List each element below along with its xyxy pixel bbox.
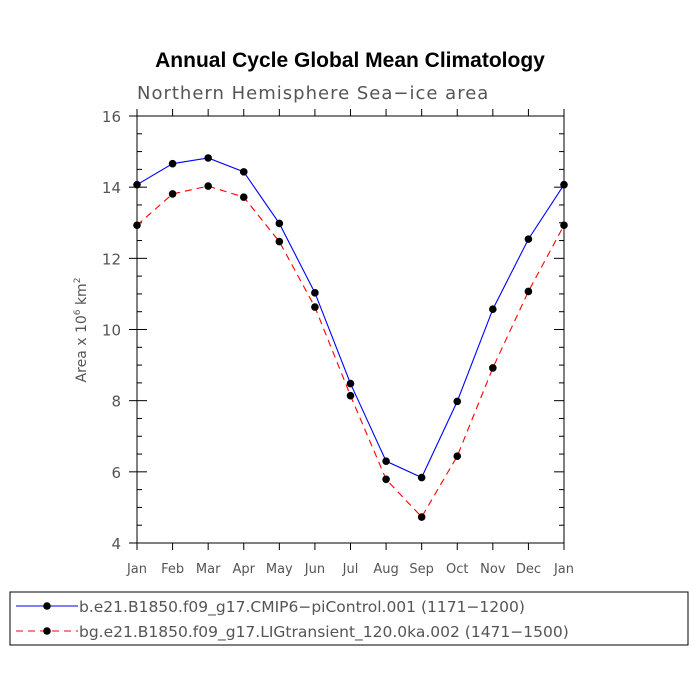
series-2-point xyxy=(453,452,462,460)
chart-title: Annual Cycle Global Mean Climatology xyxy=(155,49,545,72)
chart-subtitle: Northern Hemisphere Sea−ice area xyxy=(137,83,489,104)
series-2-point xyxy=(204,182,212,190)
x-tick-label: May xyxy=(266,562,293,577)
series-1-point xyxy=(489,305,497,314)
y-axis-label-unit-exp: 2 xyxy=(73,278,83,284)
y-tick-label: 12 xyxy=(102,250,121,268)
series-line-1 xyxy=(136,157,565,479)
series-line-2 xyxy=(136,185,565,518)
series-1-point xyxy=(275,219,284,228)
y-tick-label: 10 xyxy=(102,322,121,340)
plot-area xyxy=(136,115,565,544)
y-tick-label: 16 xyxy=(102,108,121,126)
y-axis-label-exp: 6 xyxy=(73,309,83,315)
x-tick-label: Jan xyxy=(553,562,574,577)
plot-frame xyxy=(136,115,565,544)
series-1-point xyxy=(311,289,319,297)
series-2-point xyxy=(133,221,141,230)
series-2-point xyxy=(560,221,568,230)
series-1-point xyxy=(382,457,390,465)
y-axis-label-prefix: Area x 10 xyxy=(74,315,90,382)
x-tick-label: Sep xyxy=(409,562,434,577)
series-1-point xyxy=(239,168,248,176)
y-tick-label: 6 xyxy=(111,464,121,482)
x-tick-label: Mar xyxy=(196,562,221,577)
x-tick-label: Jul xyxy=(342,562,359,577)
legend-marker-2 xyxy=(43,627,51,635)
series-1-point xyxy=(346,379,355,388)
legend-marker-1 xyxy=(43,602,51,610)
series-1-point xyxy=(133,180,141,189)
x-tick-label: Feb xyxy=(161,562,184,577)
series-2-point xyxy=(311,303,319,311)
series-1-point xyxy=(417,473,426,482)
series-2-point xyxy=(346,391,355,400)
x-tick-label: Dec xyxy=(516,562,541,577)
axis-ticks: 4 6 8 10 12 14 16 Jan Feb Mar Apr May Jun Jul Aug Sep Oc… xyxy=(102,108,574,577)
series-2-point xyxy=(382,475,390,484)
legend-label-1: b.e21.B1850.f09_g17.CMIP6−piControl.001 … xyxy=(79,598,525,617)
series-layer xyxy=(133,154,568,521)
x-tick-label: Apr xyxy=(233,562,256,577)
series-2-point xyxy=(524,287,533,296)
x-tick-label: Oct xyxy=(446,562,468,577)
x-tick-label: Nov xyxy=(480,562,506,577)
x-tick-label: Jan xyxy=(126,562,147,577)
legend-label-2: bg.e21.B1850.f09_g17.LIGtransient_120.0k… xyxy=(79,623,569,642)
series-1-point xyxy=(204,154,212,162)
x-tick-label: Aug xyxy=(373,562,398,577)
series-2-point xyxy=(489,364,497,372)
legend: b.e21.B1850.f09_g17.CMIP6−piControl.001 … xyxy=(9,591,689,646)
series-1-point xyxy=(560,180,568,189)
x-tick-label: Jun xyxy=(304,562,325,577)
series-1-point xyxy=(453,397,462,406)
y-tick-label: 4 xyxy=(111,535,121,553)
series-2-point xyxy=(417,513,426,521)
series-1-point xyxy=(168,159,177,168)
legend-box xyxy=(9,591,689,646)
series-2-point xyxy=(275,237,284,246)
y-axis-label-unit: km xyxy=(74,283,90,309)
y-tick-label: 14 xyxy=(102,179,121,197)
y-axis-label: Area x 106 km2 xyxy=(73,278,90,383)
y-tick-label: 8 xyxy=(111,393,121,411)
series-2-point xyxy=(239,193,248,201)
series-2-point xyxy=(168,190,177,198)
series-1-point xyxy=(524,235,533,243)
